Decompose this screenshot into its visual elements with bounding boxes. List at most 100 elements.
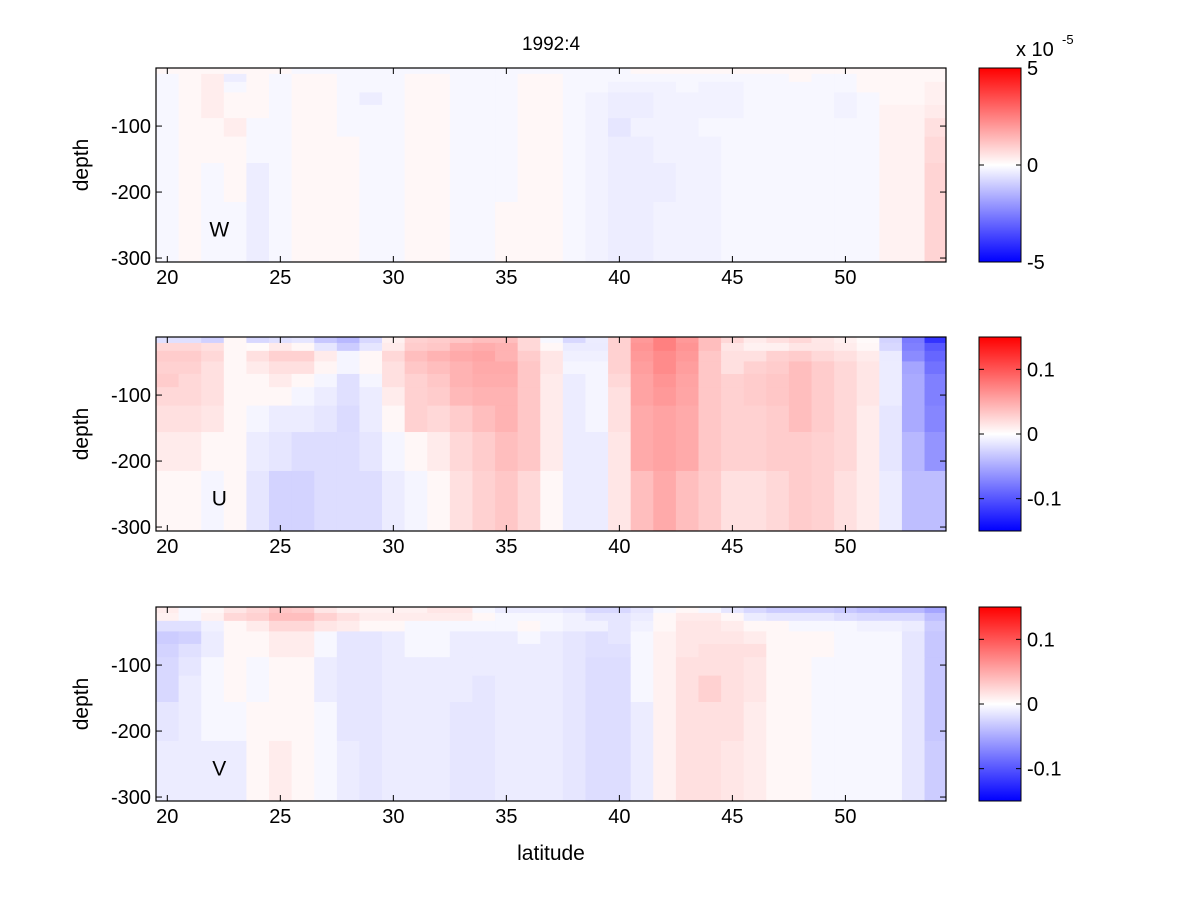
heatmap-cell	[766, 68, 790, 75]
heatmap-cell	[856, 68, 880, 75]
heatmap-cell	[404, 631, 428, 645]
heatmap-cell	[630, 702, 654, 742]
heatmap-cell	[404, 432, 428, 472]
heatmap-cell	[336, 361, 360, 375]
heatmap-cell	[585, 740, 609, 802]
heatmap-cell	[517, 432, 541, 472]
heatmap-cell	[223, 432, 247, 472]
heatmap-cells	[156, 68, 947, 263]
heatmap-cell	[517, 68, 541, 75]
x-tick-label: 40	[608, 267, 630, 289]
heatmap-cell	[156, 373, 180, 388]
heatmap-cell	[472, 337, 496, 344]
heatmap-cell	[743, 337, 767, 344]
heatmap-cell	[698, 702, 722, 742]
heatmap-cell	[201, 92, 225, 106]
heatmap-cell	[653, 361, 677, 375]
heatmap-cell	[449, 163, 473, 203]
heatmap-cell	[834, 675, 858, 703]
heatmap-cell	[630, 405, 654, 433]
heatmap-cell	[495, 73, 519, 83]
heatmap-cell	[879, 373, 903, 388]
heatmap-cell	[517, 675, 541, 703]
heatmap-cell	[675, 361, 699, 375]
heatmap-cell	[359, 657, 383, 677]
heatmap-cell	[766, 92, 790, 106]
heatmap-cell	[743, 342, 767, 352]
heatmap-cell	[382, 81, 406, 93]
heatmap-cell	[721, 675, 745, 703]
heatmap-cell	[382, 350, 406, 362]
heatmap-cell	[382, 675, 406, 703]
heatmap-cell	[653, 350, 677, 362]
heatmap-cell	[246, 342, 270, 352]
heatmap-cell	[698, 607, 722, 614]
heatmap-cell	[269, 350, 293, 362]
heatmap-cell	[562, 81, 586, 93]
heatmap-cell	[788, 163, 813, 203]
heatmap-cell	[630, 337, 654, 344]
heatmap-cell	[788, 104, 813, 119]
heatmap-cell	[223, 607, 247, 614]
heatmap-cell	[269, 361, 293, 375]
heatmap-cell	[246, 350, 270, 362]
heatmap-cell	[585, 201, 609, 263]
heatmap-cell	[201, 405, 225, 433]
heatmap-cell	[427, 470, 451, 532]
heatmap-cell	[223, 73, 247, 83]
heatmap-cell	[562, 470, 586, 532]
heatmap-cell	[653, 675, 677, 703]
heatmap-cell	[223, 136, 247, 164]
heatmap-cell	[382, 118, 406, 138]
heatmap-cell	[517, 470, 541, 532]
heatmap-cell	[495, 675, 519, 703]
heatmap-cell	[743, 361, 767, 375]
heatmap-cell	[540, 73, 564, 83]
heatmap-cell	[246, 631, 270, 645]
heatmap-cell	[359, 361, 383, 375]
heatmap-cell	[766, 81, 790, 93]
heatmap-cell	[201, 342, 225, 352]
heatmap-cell	[834, 73, 858, 83]
heatmap-cell	[630, 470, 654, 532]
heatmap-cell	[178, 740, 202, 802]
heatmap-cell	[562, 337, 586, 344]
heatmap-cell	[924, 432, 947, 472]
heatmap-cell	[675, 118, 699, 138]
heatmap-cell	[336, 470, 360, 532]
heatmap-cell	[924, 350, 947, 362]
heatmap-cell	[721, 405, 745, 433]
heatmap-cell	[472, 631, 496, 645]
heatmap-cell	[901, 337, 926, 344]
heatmap-cell	[314, 432, 338, 472]
heatmap-cell	[314, 92, 338, 106]
heatmap-cell	[314, 350, 338, 362]
heatmap-cell	[382, 104, 406, 119]
heatmap-cell	[336, 92, 360, 106]
heatmap-cell	[156, 620, 180, 632]
colorbar-tick-label: 0	[1027, 424, 1038, 446]
heatmap-cell	[291, 631, 315, 645]
heatmap-cell	[336, 73, 360, 83]
heatmap-cell	[562, 104, 586, 119]
heatmap-cell	[901, 643, 926, 658]
heatmap-cell	[314, 620, 338, 632]
panel-v: 20 25 30 35 40 45 50 -100 -200 -300 depth V 0.1 0 -0.1	[70, 606, 1061, 828]
heatmap-cell	[246, 104, 270, 119]
heatmap-cell	[156, 136, 180, 164]
heatmap-cell	[856, 92, 880, 106]
heatmap-cell	[834, 643, 858, 658]
heatmap-cell	[540, 612, 564, 622]
heatmap-cell	[766, 118, 790, 138]
heatmap-cell	[585, 104, 609, 119]
heatmap-cell	[156, 470, 180, 532]
heatmap-cell	[653, 612, 677, 622]
heatmap-cell	[495, 631, 519, 645]
heatmap-cell	[472, 92, 496, 106]
heatmap-cell	[721, 104, 745, 119]
heatmap-cell	[743, 387, 767, 407]
heatmap-cell	[675, 81, 699, 93]
heatmap-cell	[336, 350, 360, 362]
heatmap-cell	[879, 675, 903, 703]
heatmap-cell	[223, 201, 247, 263]
